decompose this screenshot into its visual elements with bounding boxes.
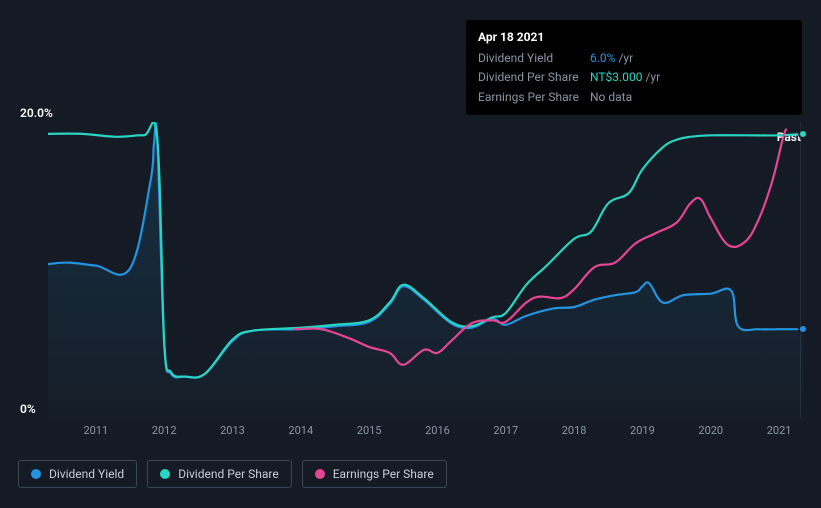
tooltip-row: Dividend Per ShareNT$3.000/yr	[478, 68, 790, 87]
tooltip-row-value: No data	[590, 88, 632, 107]
legend-swatch	[160, 469, 170, 479]
legend-swatch	[31, 469, 41, 479]
x-axis-tick: 2011	[83, 424, 108, 437]
x-axis-tick: 2015	[357, 424, 382, 437]
x-axis-tick: 2014	[288, 424, 313, 437]
x-axis-tick: 2012	[152, 424, 177, 437]
x-axis-tick: 2013	[220, 424, 245, 437]
legend-label: Earnings Per Share	[333, 467, 434, 481]
legend-label: Dividend Per Share	[178, 467, 279, 481]
x-axis-tick: 2016	[425, 424, 450, 437]
y-axis-bottom-label: 0%	[20, 402, 36, 416]
legend-item[interactable]: Dividend Per Share	[147, 460, 292, 488]
tooltip-date: Apr 18 2021	[478, 28, 790, 47]
chart-plot[interactable]	[48, 122, 803, 418]
tooltip-row: Earnings Per ShareNo data	[478, 88, 790, 107]
x-axis-tick: 2021	[767, 424, 792, 437]
legend-swatch	[315, 469, 325, 479]
chart-cursor-line	[800, 122, 801, 418]
x-axis-tick: 2019	[630, 424, 655, 437]
x-axis-tick: 2017	[493, 424, 518, 437]
legend-label: Dividend Yield	[49, 467, 124, 481]
tooltip-row-unit: /yr	[618, 49, 633, 68]
x-axis-tick: 2020	[698, 424, 723, 437]
tooltip-row-label: Dividend Per Share	[478, 68, 590, 87]
y-axis-top-label: 20.0%	[20, 106, 53, 120]
x-axis-tick: 2018	[562, 424, 587, 437]
tooltip-row-value: 6.0%	[590, 49, 615, 68]
chart-area: 20.0% 0% Past 20112012201320142015201620…	[18, 100, 803, 440]
tooltip-row-label: Dividend Yield	[478, 49, 590, 68]
tooltip-row-unit: /yr	[645, 68, 660, 87]
tooltip-row-label: Earnings Per Share	[478, 88, 590, 107]
tooltip-row: Dividend Yield6.0%/yr	[478, 49, 790, 68]
chart-tooltip: Apr 18 2021 Dividend Yield6.0%/yrDividen…	[466, 20, 802, 115]
legend-item[interactable]: Dividend Yield	[18, 460, 137, 488]
tooltip-row-value: NT$3.000	[590, 68, 642, 87]
x-axis-labels: 2011 2012 2013 2014 2015 2016 2017 2018 2019 2020…	[48, 424, 803, 440]
chart-legend: Dividend Yield Dividend Per Share Earnings…	[18, 460, 447, 488]
legend-item[interactable]: Earnings Per Share	[302, 460, 447, 488]
